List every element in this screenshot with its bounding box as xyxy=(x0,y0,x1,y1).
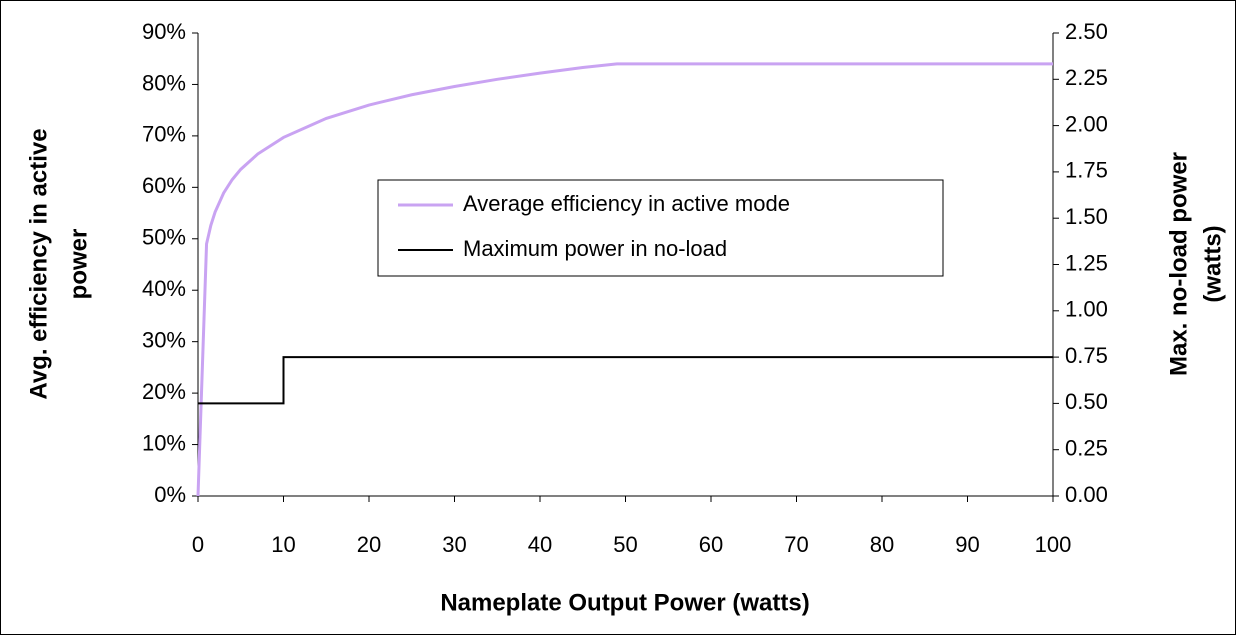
legend-box xyxy=(377,179,944,277)
x-tick-label: 40 xyxy=(528,532,552,557)
y2-tick-label: 1.50 xyxy=(1065,204,1108,229)
y2-tick-label: 0.50 xyxy=(1065,389,1108,414)
y2-axis-label: (watts) xyxy=(1199,225,1226,302)
y-tick-label: 60% xyxy=(142,173,186,198)
y2-tick-label: 2.25 xyxy=(1065,65,1108,90)
x-tick-label: 70 xyxy=(784,532,808,557)
x-tick-label: 20 xyxy=(357,532,381,557)
x-tick-label: 50 xyxy=(613,532,637,557)
y-axis-label: power xyxy=(65,229,92,300)
data-line xyxy=(198,356,1053,405)
y2-tick-label: 1.25 xyxy=(1065,250,1108,275)
y2-tick-label: 2.00 xyxy=(1065,111,1108,136)
y2-tick-label: 2.50 xyxy=(1065,19,1108,44)
y-tick-label: 80% xyxy=(142,70,186,95)
y2-tick-label: 1.75 xyxy=(1065,158,1108,183)
x-tick-label: 90 xyxy=(955,532,979,557)
y-tick-label: 90% xyxy=(142,19,186,44)
y2-tick-label: 1.00 xyxy=(1065,297,1108,322)
x-axis-label: Nameplate Output Power (watts) xyxy=(440,589,809,616)
legend-label: Average efficiency in active mode xyxy=(463,191,790,216)
y2-tick-label: 0.75 xyxy=(1065,343,1108,368)
x-tick-label: 10 xyxy=(271,532,295,557)
y2-tick-label: 0.00 xyxy=(1065,482,1108,507)
x-tick-label: 100 xyxy=(1035,532,1072,557)
y2-tick-label: 0.25 xyxy=(1065,436,1108,461)
y-tick-label: 20% xyxy=(142,379,186,404)
y-tick-label: 10% xyxy=(142,430,186,455)
x-tick-label: 60 xyxy=(699,532,723,557)
y-tick-label: 70% xyxy=(142,122,186,147)
x-tick-label: 30 xyxy=(442,532,466,557)
x-tick-label: 0 xyxy=(192,532,204,557)
legend-label: Maximum power in no-load xyxy=(463,236,727,261)
y-axis-label: Avg. efficiency in active xyxy=(25,128,52,399)
data-line xyxy=(196,62,1053,497)
y-tick-label: 50% xyxy=(142,225,186,250)
y-tick-label: 0% xyxy=(154,482,186,507)
y2-axis-label: Max. no-load power xyxy=(1165,152,1192,376)
y-tick-label: 40% xyxy=(142,276,186,301)
x-tick-label: 80 xyxy=(870,532,894,557)
y-tick-label: 30% xyxy=(142,327,186,352)
